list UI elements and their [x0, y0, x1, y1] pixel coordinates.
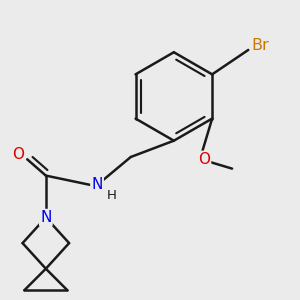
Text: Br: Br [251, 38, 269, 53]
Text: H: H [107, 189, 117, 202]
Text: O: O [12, 147, 24, 162]
Text: N: N [40, 210, 52, 225]
Text: O: O [198, 152, 210, 167]
Text: N: N [92, 177, 103, 192]
